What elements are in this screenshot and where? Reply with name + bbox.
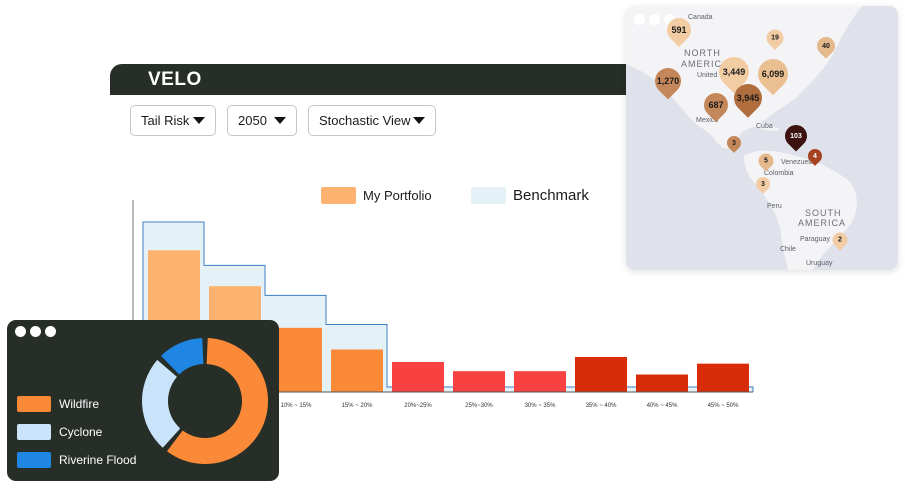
continents-map: [626, 6, 862, 270]
x-tick-label: 30% ~ 35%: [525, 403, 557, 409]
donut-segment[interactable]: [160, 338, 204, 375]
window-dot-icon[interactable]: [634, 14, 645, 25]
risk-dropdown-value: Tail Risk: [141, 113, 190, 128]
legend-portfolio-label: My Portfolio: [363, 188, 432, 203]
hazard-label-cyclone: Cyclone: [59, 425, 103, 439]
south-america-landmass: [744, 150, 857, 270]
cuba-island: [748, 123, 780, 131]
legend-portfolio: My Portfolio: [321, 187, 432, 204]
map-label-uruguay: Uruguay: [806, 260, 833, 267]
year-dropdown[interactable]: 2050: [227, 105, 297, 136]
map-pin-value: 103: [790, 132, 802, 140]
map-pin-value: 1,270: [656, 76, 680, 86]
portfolio-bar[interactable]: [453, 371, 505, 392]
donut-segment[interactable]: [142, 359, 181, 448]
x-tick-label: 10% ~ 15%: [281, 403, 313, 409]
window-controls: [15, 326, 56, 337]
hazard-label-wildfire: Wildfire: [59, 397, 100, 411]
map-pin-value: 3,945: [736, 93, 760, 103]
view-dropdown[interactable]: Stochastic View: [308, 105, 436, 136]
portfolio-bar[interactable]: [514, 371, 566, 392]
map-label-peru: Peru: [767, 203, 782, 210]
map-label-united: United: [697, 72, 718, 79]
window-dot-icon[interactable]: [15, 326, 26, 337]
portfolio-bar[interactable]: [636, 374, 688, 393]
map-pin-value: 2: [838, 236, 842, 244]
x-tick-label: 20%~25%: [404, 403, 432, 409]
hazard-breakdown-card: Wildfire Cyclone Riverine Flood: [7, 320, 279, 481]
map-pin-value: 40: [822, 42, 830, 50]
map-pin-value: 5: [764, 157, 768, 165]
chevron-down-icon: [193, 117, 205, 124]
chevron-down-icon: [274, 117, 286, 124]
portfolio-bar[interactable]: [392, 362, 444, 392]
portfolio-map-card: Canada NORTH AMERICA United Mexico Cuba …: [626, 6, 898, 270]
view-dropdown-value: Stochastic View: [319, 113, 411, 128]
map-pin-value: 19: [771, 34, 779, 42]
x-tick-label: 45% ~ 50%: [708, 403, 740, 409]
map-label-mexico: Mexico: [696, 117, 719, 124]
portfolio-bar[interactable]: [697, 363, 749, 392]
app-header: VELO: [110, 64, 670, 95]
hazard-swatch-riverine-flood: [17, 452, 51, 468]
legend-portfolio-swatch: [321, 187, 356, 204]
map-label-chile: Chile: [780, 246, 796, 253]
map-label-canada: Canada: [688, 14, 713, 21]
map-label-colombia: Colombia: [764, 170, 794, 177]
map-label-south: SOUTH: [805, 208, 842, 218]
x-tick-label: 40% ~ 45%: [647, 403, 679, 409]
map-label-cuba: Cuba: [756, 123, 773, 130]
map-label-america-south: AMERICA: [798, 218, 847, 228]
hazard-legend-wildfire: Wildfire: [17, 396, 99, 412]
legend-benchmark: Benchmark: [471, 187, 589, 204]
window-controls: [634, 14, 675, 25]
hazard-swatch-cyclone: [17, 424, 51, 440]
window-dot-icon[interactable]: [30, 326, 41, 337]
x-tick-label: 15% ~ 20%: [342, 403, 374, 409]
window-dot-icon[interactable]: [45, 326, 56, 337]
map-label-america-north: AMERICA: [681, 59, 730, 69]
map-pin-value: 687: [708, 100, 724, 110]
risk-dropdown[interactable]: Tail Risk: [130, 105, 216, 136]
app-title: VELO: [148, 69, 202, 90]
window-dot-icon[interactable]: [649, 14, 660, 25]
map-label-venezuela: Venezuela: [781, 159, 814, 166]
x-tick-label: 35% ~ 40%: [586, 403, 618, 409]
map-pin-value: 6,099: [761, 69, 785, 79]
map-pin-value: 3: [761, 180, 765, 188]
legend-benchmark-swatch: [471, 187, 506, 204]
legend-benchmark-label: Benchmark: [513, 187, 589, 204]
map-label-paraguay: Paraguay: [800, 236, 830, 243]
portfolio-bar[interactable]: [331, 349, 383, 393]
hazard-label-riverine-flood: Riverine Flood: [59, 453, 137, 467]
year-dropdown-value: 2050: [238, 113, 267, 128]
donut-segment[interactable]: [166, 338, 268, 464]
hazard-swatch-wildfire: [17, 396, 51, 412]
map-pin-value: 3,449: [722, 67, 746, 77]
window-dot-icon[interactable]: [664, 14, 675, 25]
hazard-legend-cyclone: Cyclone: [17, 424, 102, 440]
x-tick-label: 25%~30%: [465, 403, 493, 409]
map-pin-value: 3: [732, 139, 736, 147]
hazard-donut-chart: [142, 338, 268, 464]
chevron-down-icon: [413, 117, 425, 124]
map-pin-value: 591: [671, 25, 687, 35]
map-pin-value: 4: [813, 152, 817, 160]
portfolio-bar[interactable]: [575, 357, 627, 392]
hazard-legend-riverine-flood: Riverine Flood: [17, 452, 136, 468]
map-label-north: NORTH: [684, 48, 721, 58]
